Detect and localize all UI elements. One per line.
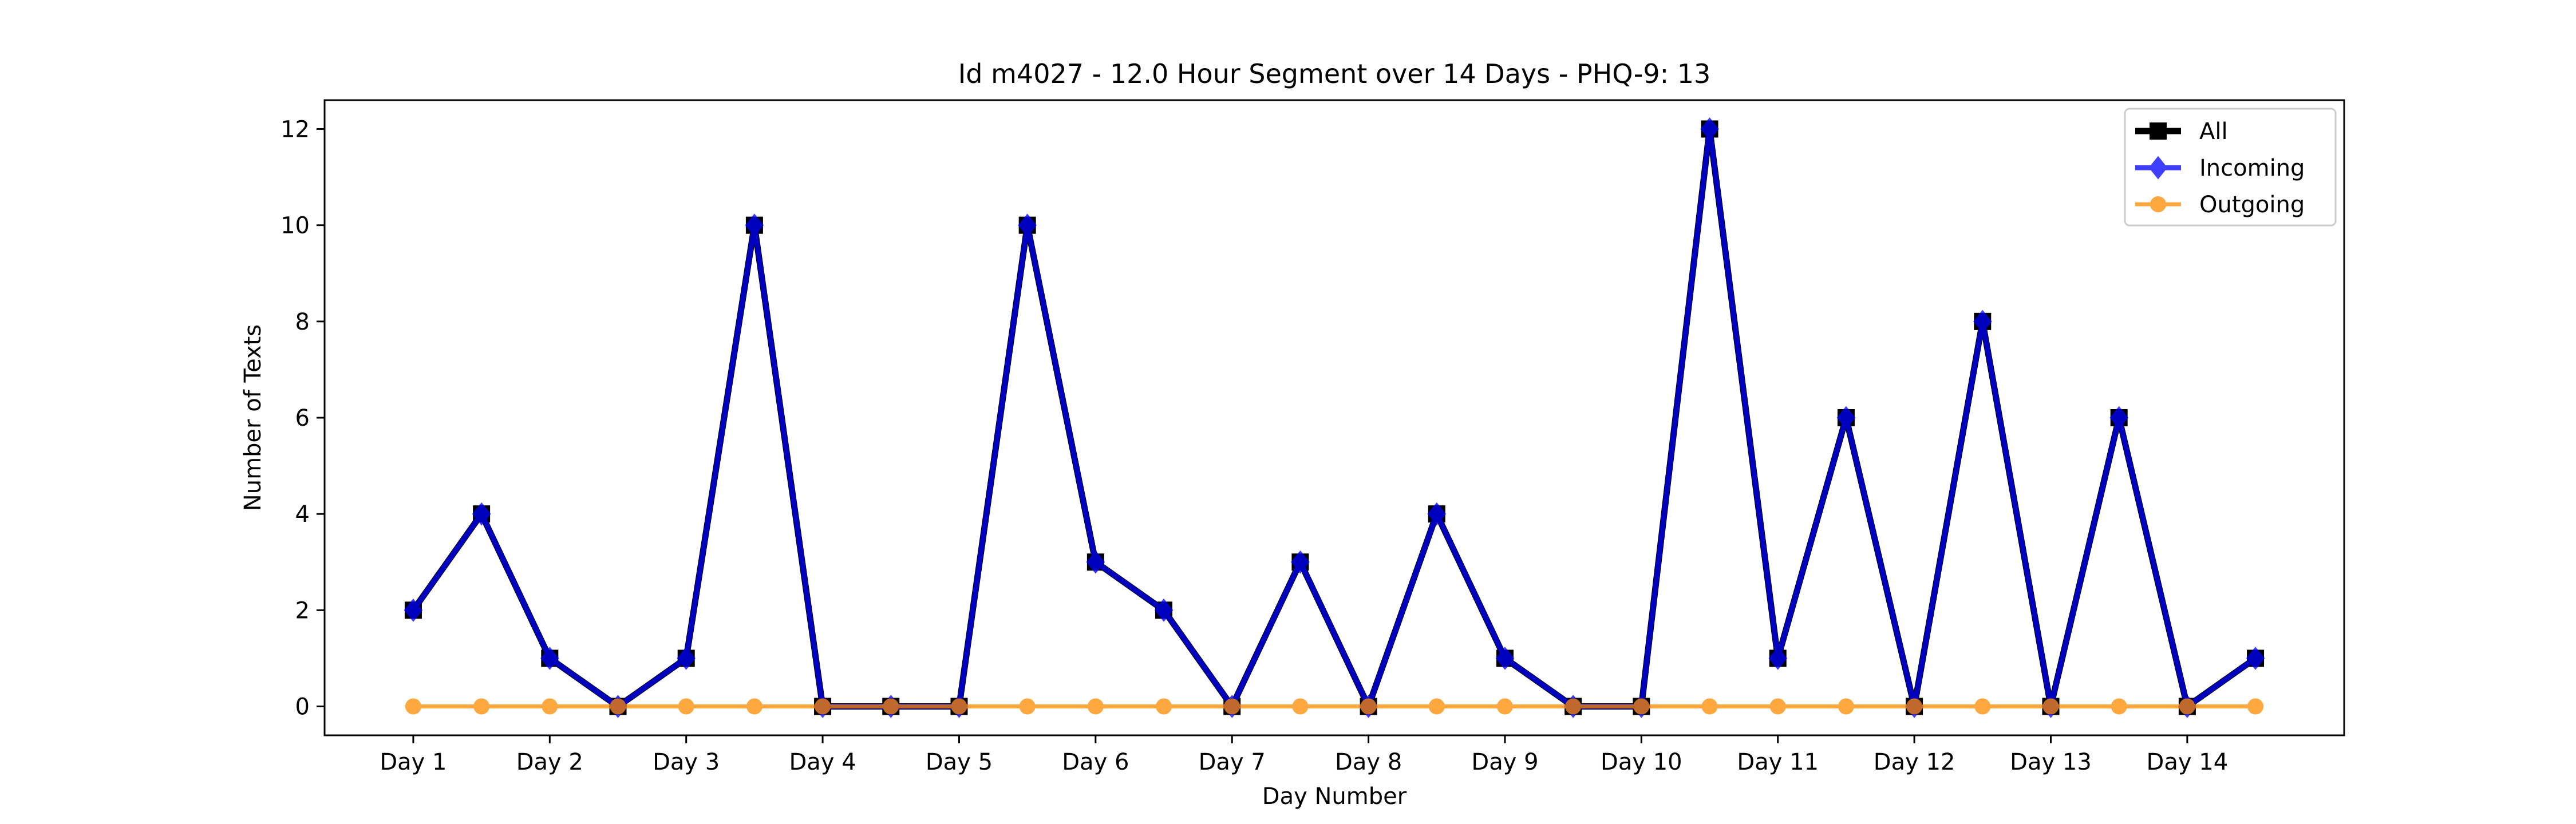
data-point-outgoing xyxy=(405,698,421,715)
legend-label: Outgoing xyxy=(2199,192,2305,218)
data-point-incoming xyxy=(1700,117,1719,141)
x-axis: Day 1 Day 2 Day 3 Day 4 Day 5 Day 6 Day 7 Day 8… xyxy=(380,735,2228,775)
series-line-incoming xyxy=(411,126,2257,710)
data-point-incoming xyxy=(1086,550,1105,574)
legend-label: Incoming xyxy=(2199,155,2305,181)
x-tick-label: Day 8 xyxy=(1335,749,1402,775)
y-tick-label: 8 xyxy=(295,309,310,335)
data-point-outgoing xyxy=(1496,698,1513,715)
y-axis: 0 2 4 6 8 10 12 xyxy=(280,116,325,720)
x-tick-label: Day 2 xyxy=(516,749,583,775)
legend-marker-incoming xyxy=(2148,156,2168,180)
legend-frame xyxy=(2124,108,2337,227)
y-tick-label: 10 xyxy=(280,213,310,239)
y-tick-label: 12 xyxy=(280,116,310,142)
data-point-outgoing xyxy=(1087,698,1104,715)
data-point-outgoing xyxy=(1906,698,1923,715)
data-point-outgoing xyxy=(883,698,899,715)
data-point-outgoing xyxy=(1156,698,1172,715)
data-point-incoming xyxy=(677,647,696,670)
data-point-outgoing xyxy=(1565,698,1582,715)
data-point-outgoing xyxy=(473,698,490,715)
x-tick-label: Day 3 xyxy=(653,749,720,775)
data-point-outgoing xyxy=(1224,698,1240,715)
y-tick-label: 6 xyxy=(295,405,310,431)
x-tick-label: Day 12 xyxy=(1874,749,1955,775)
x-tick-label: Day 1 xyxy=(380,749,447,775)
x-tick-label: Day 13 xyxy=(2010,749,2092,775)
x-axis-label: Day Number xyxy=(1262,783,1407,810)
data-point-outgoing xyxy=(1838,698,1854,715)
x-tick-label: Day 5 xyxy=(926,749,993,775)
data-point-incoming xyxy=(1768,647,1788,670)
data-point-incoming xyxy=(2246,647,2265,670)
data-point-outgoing xyxy=(951,698,967,715)
data-point-incoming xyxy=(745,213,764,237)
data-point-incoming xyxy=(540,647,559,670)
legend-marker-outgoing xyxy=(2150,196,2166,212)
x-tick-label: Day 7 xyxy=(1199,749,1266,775)
legend-marker-all xyxy=(2150,122,2167,140)
data-point-incoming xyxy=(1154,599,1174,622)
data-point-incoming xyxy=(472,502,491,526)
data-point-outgoing xyxy=(542,698,558,715)
data-point-incoming xyxy=(1018,213,1037,237)
data-point-outgoing xyxy=(1360,698,1377,715)
data-point-incoming xyxy=(1495,647,1515,670)
series-outgoing xyxy=(405,698,2264,715)
data-point-incoming xyxy=(1836,406,1856,430)
legend-label: All xyxy=(2199,118,2228,145)
data-point-incoming xyxy=(1427,502,1447,526)
series-layer xyxy=(404,117,2265,718)
legend: All Incoming Outgoing xyxy=(2124,108,2337,227)
chart-title: Id m4027 - 12.0 Hour Segment over 14 Day… xyxy=(958,58,1711,89)
x-tick-label: Day 14 xyxy=(2147,749,2229,775)
data-point-outgoing xyxy=(678,698,694,715)
y-tick-label: 2 xyxy=(295,597,310,624)
y-axis-label: Number of Texts xyxy=(240,324,266,511)
data-point-outgoing xyxy=(1769,698,1786,715)
x-tick-label: Day 10 xyxy=(1601,749,1682,775)
x-tick-label: Day 4 xyxy=(789,749,856,775)
legend-item-incoming xyxy=(2135,156,2181,180)
legend-item-all xyxy=(2135,122,2181,140)
data-point-outgoing xyxy=(2111,698,2127,715)
y-tick-label: 4 xyxy=(295,501,310,528)
x-tick-label: Day 6 xyxy=(1062,749,1129,775)
data-point-outgoing xyxy=(1633,698,1650,715)
data-point-outgoing xyxy=(1019,698,1036,715)
data-point-outgoing xyxy=(2247,698,2264,715)
legend-item-outgoing xyxy=(2135,196,2181,212)
data-point-incoming xyxy=(404,599,423,622)
data-point-incoming xyxy=(1291,550,1310,574)
data-point-incoming xyxy=(1973,310,1992,334)
data-point-outgoing xyxy=(1701,698,1718,715)
x-tick-label: Day 11 xyxy=(1737,749,1819,775)
data-point-outgoing xyxy=(610,698,626,715)
data-point-outgoing xyxy=(2042,698,2059,715)
y-tick-label: 0 xyxy=(295,694,310,720)
data-point-outgoing xyxy=(746,698,762,715)
data-point-incoming xyxy=(2109,406,2128,430)
data-point-outgoing xyxy=(2179,698,2195,715)
x-tick-label: Day 9 xyxy=(1471,749,1538,775)
data-point-outgoing xyxy=(1292,698,1309,715)
data-point-outgoing xyxy=(815,698,831,715)
data-point-outgoing xyxy=(1428,698,1445,715)
data-point-outgoing xyxy=(1974,698,1991,715)
